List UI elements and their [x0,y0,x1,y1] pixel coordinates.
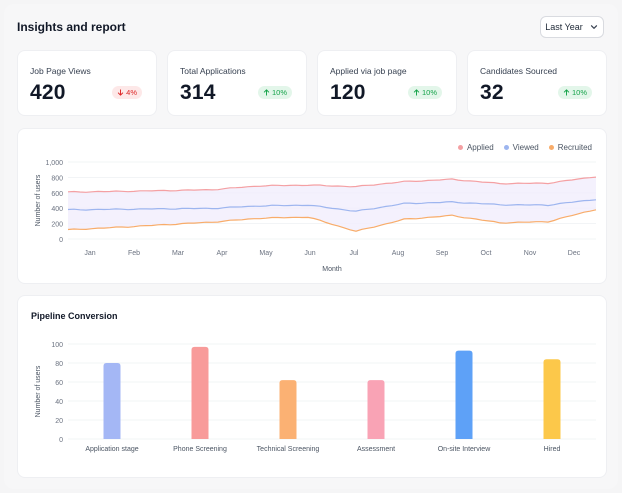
y-tick-label: 0 [59,437,63,444]
kpi-label: Applied via job page [330,66,407,76]
series-line-viewed [67,199,597,212]
change-value: 10% [421,88,437,97]
period-select[interactable]: Last Year [540,16,604,38]
x-tick-label: Technical Screening [257,446,320,453]
change-badge: 10% [407,86,442,99]
y-axis-label: Number of users [35,174,42,226]
x-tick-label: Aug [392,250,405,257]
bar [191,346,209,439]
change-value: 10% [571,88,587,97]
x-tick-label: Feb [128,250,140,257]
x-tick-label: Jan [84,250,95,257]
y-tick-label: 60 [55,380,63,387]
bar [367,380,385,439]
section-title: Pipeline Conversion [31,311,118,321]
y-tick-label: 0 [59,237,63,244]
bar [279,380,297,439]
x-tick-label: Nov [524,250,537,257]
kpi-label: Candidates Sourced [480,66,558,76]
x-tick-label: Assessment [357,446,395,453]
kpi-label: Job Page Views [30,66,91,76]
x-tick-label: May [259,250,273,257]
kpi-card-job-page-views: Job Page Views 420 4% [17,50,157,116]
chart-legend: Applied Viewed Recruited [457,143,592,152]
period-select-value: Last Year [545,22,583,32]
change-value: 4% [126,88,137,97]
kpi-card-candidates-sourced: Candidates Sourced 32 10% [467,50,607,116]
change-badge: 10% [257,86,292,99]
arrow-up-icon [413,89,420,96]
x-tick-label: Oct [481,250,492,257]
change-badge: 10% [557,86,592,99]
y-tick-label: 1,000 [45,160,63,167]
legend-label: Applied [466,143,494,152]
change-badge: 4% [112,86,142,99]
x-tick-label: On-site Interview [438,446,491,453]
y-axis-label: Number of users [35,365,42,417]
y-tick-label: 800 [51,175,63,182]
legend-dot-applied [457,145,463,150]
kpi-card-applied-via-job-page: Applied via job page 120 10% [317,50,457,116]
legend-dot-viewed [503,145,509,150]
arrow-up-icon [563,89,570,96]
x-tick-label: Application stage [85,446,138,453]
series-line-recruited [67,209,597,232]
bar [455,350,473,439]
legend-label: Recruited [557,143,592,152]
series-line-applied [67,176,597,193]
x-tick-label: Mar [172,250,185,257]
x-axis-label: Month [322,266,342,273]
bar [543,359,561,439]
legend-dot-recruited [548,145,554,150]
legend-item-applied[interactable]: Applied [457,143,494,152]
legend-label: Viewed [512,143,539,152]
x-tick-label: Sep [436,250,449,257]
bar-chart: 0 20 40 60 80 100 Number of users Application s… [35,342,596,453]
x-tick-label: Hired [544,446,561,453]
legend-item-recruited[interactable]: Recruited [548,143,592,152]
y-tick-label: 80 [55,361,63,368]
y-tick-label: 600 [51,191,63,198]
y-tick-label: 400 [51,206,63,213]
kpi-value: 420 [30,81,66,104]
x-tick-label: Dec [568,250,581,257]
y-tick-label: 40 [55,399,63,406]
page-title: Insights and report [17,20,126,34]
change-value: 10% [271,88,287,97]
kpi-card-total-applications: Total Applications 314 10% [167,50,307,116]
chevron-down-icon [590,25,597,29]
insights-page: Insights and report Last Year Job Page V… [4,4,618,489]
kpi-label: Total Applications [180,66,246,76]
x-tick-label: Apr [217,250,229,257]
kpi-value: 120 [330,81,366,104]
kpi-value: 32 [480,81,504,104]
x-tick-label: Jul [350,250,359,257]
bar [103,363,121,439]
users-line-chart-card: Applied Viewed Recruited 0 200 400 600 800 1,… [17,128,607,284]
arrow-up-icon [263,89,270,96]
y-tick-label: 20 [55,418,63,425]
arrow-down-icon [117,89,124,96]
y-tick-label: 100 [51,342,63,349]
y-tick-label: 200 [51,222,63,229]
x-tick-label: Phone Screening [173,446,227,453]
line-chart: 0 200 400 600 800 1,000 Jan Feb Mar Apr May Jun Jul A… [35,160,597,273]
x-tick-label: Jun [304,250,315,257]
pipeline-conversion-card: Pipeline Conversion 0 20 40 60 80 100 Number o… [17,295,607,478]
legend-item-viewed[interactable]: Viewed [503,143,539,152]
kpi-value: 314 [180,81,216,104]
